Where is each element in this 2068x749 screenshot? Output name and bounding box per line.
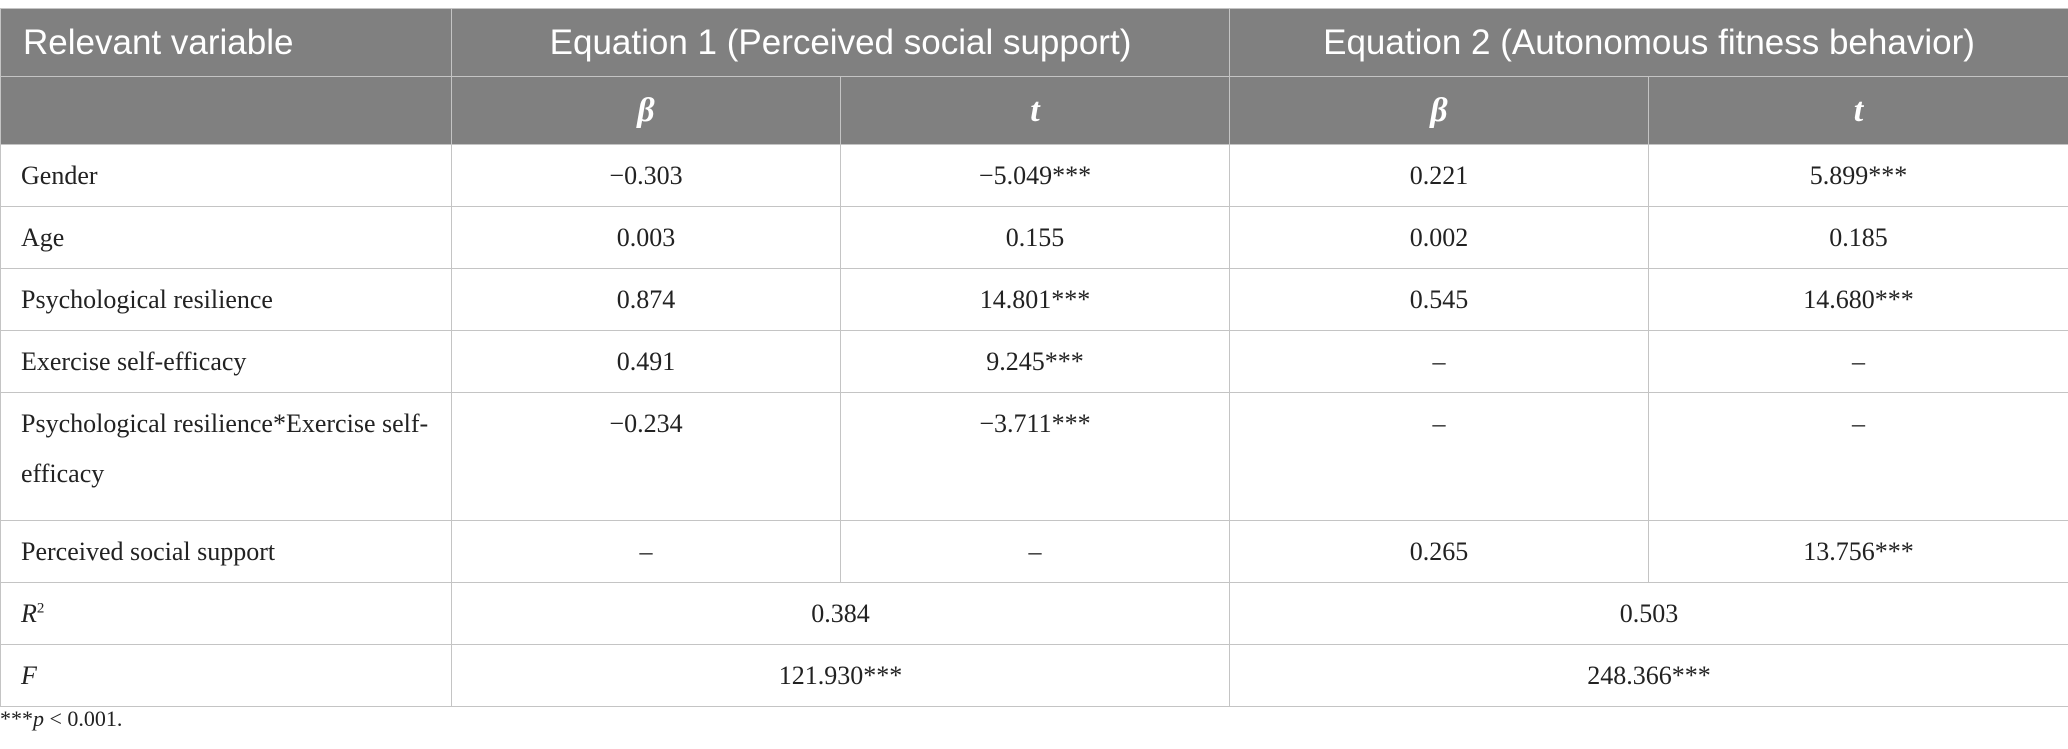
row-label: Psychological resilience xyxy=(0,268,452,331)
eq2-t-value: – xyxy=(1648,392,2068,521)
header-eq1-beta: β xyxy=(451,76,841,145)
eq2-beta-value: 0.265 xyxy=(1229,520,1649,583)
eq2-beta-value: – xyxy=(1229,330,1649,393)
eq1-t-value: – xyxy=(840,520,1230,583)
eq1-t-value: −5.049*** xyxy=(840,144,1230,207)
header-empty-cell xyxy=(0,76,452,145)
footnote-p-symbol: p xyxy=(33,706,44,731)
r-squared-exponent: 2 xyxy=(36,599,45,616)
table-row-perceived-social-support: Perceived social support – – 0.265 13.75… xyxy=(0,520,2068,583)
table-row-f: F 121.930*** 248.366*** xyxy=(0,644,2068,707)
table-row-gender: Gender −0.303 −5.049*** 0.221 5.899*** xyxy=(0,144,2068,207)
header-equation-2: Equation 2 (Autonomous fitness behavior) xyxy=(1229,8,2068,77)
table-row-exercise-self-efficacy: Exercise self-efficacy 0.491 9.245*** – … xyxy=(0,330,2068,393)
f-label: F xyxy=(0,644,452,707)
table-row-psychological-resilience: Psychological resilience 0.874 14.801***… xyxy=(0,268,2068,331)
eq2-beta-value: 0.545 xyxy=(1229,268,1649,331)
eq2-beta-value: 0.221 xyxy=(1229,144,1649,207)
f-symbol: F xyxy=(21,660,37,690)
footnote-stars: *** xyxy=(0,706,33,731)
eq1-beta-value: 0.874 xyxy=(451,268,841,331)
table-header: Relevant variable Equation 1 (Perceived … xyxy=(0,8,2068,145)
regression-table: Relevant variable Equation 1 (Perceived … xyxy=(0,8,2068,707)
table-body: Gender −0.303 −5.049*** 0.221 5.899*** A… xyxy=(0,144,2068,707)
eq2-t-value: 0.185 xyxy=(1648,206,2068,269)
eq1-beta-value: 0.003 xyxy=(451,206,841,269)
eq2-t-value: 13.756*** xyxy=(1648,520,2068,583)
eq2-t-value: – xyxy=(1648,330,2068,393)
eq2-f-value: 248.366*** xyxy=(1229,644,2068,707)
table-row-r-squared: R2 0.384 0.503 xyxy=(0,582,2068,645)
eq2-t-value: 14.680*** xyxy=(1648,268,2068,331)
row-label: Gender xyxy=(0,144,452,207)
eq1-r-squared-value: 0.384 xyxy=(451,582,1230,645)
row-label: Psychological resilience*Exercise self-e… xyxy=(0,392,452,521)
eq1-t-value: 9.245*** xyxy=(840,330,1230,393)
row-label: Perceived social support xyxy=(0,520,452,583)
eq2-beta-value: 0.002 xyxy=(1229,206,1649,269)
table-row-interaction: Psychological resilience*Exercise self-e… xyxy=(0,392,2068,521)
eq1-beta-value: 0.491 xyxy=(451,330,841,393)
eq1-t-value: −3.711*** xyxy=(840,392,1230,521)
eq1-beta-value: −0.303 xyxy=(451,144,841,207)
eq2-t-value: 5.899*** xyxy=(1648,144,2068,207)
eq1-f-value: 121.930*** xyxy=(451,644,1230,707)
eq2-r-squared-value: 0.503 xyxy=(1229,582,2068,645)
table-footnote: ***p < 0.001. xyxy=(0,706,122,732)
header-eq2-beta: β xyxy=(1229,76,1649,145)
table-row-age: Age 0.003 0.155 0.002 0.185 xyxy=(0,206,2068,269)
eq1-t-value: 0.155 xyxy=(840,206,1230,269)
footnote-text: < 0.001. xyxy=(44,706,123,731)
header-eq2-t: t xyxy=(1648,76,2068,145)
header-relevant-variable: Relevant variable xyxy=(0,8,452,77)
header-eq1-t: t xyxy=(840,76,1230,145)
r-squared-label: R2 xyxy=(0,582,452,645)
row-label: Exercise self-efficacy xyxy=(0,330,452,393)
eq1-t-value: 14.801*** xyxy=(840,268,1230,331)
header-equation-1: Equation 1 (Perceived social support) xyxy=(451,8,1230,77)
eq1-beta-value: – xyxy=(451,520,841,583)
eq1-beta-value: −0.234 xyxy=(451,392,841,521)
eq2-beta-value: – xyxy=(1229,392,1649,521)
row-label: Age xyxy=(0,206,452,269)
r-symbol: R xyxy=(21,598,37,628)
